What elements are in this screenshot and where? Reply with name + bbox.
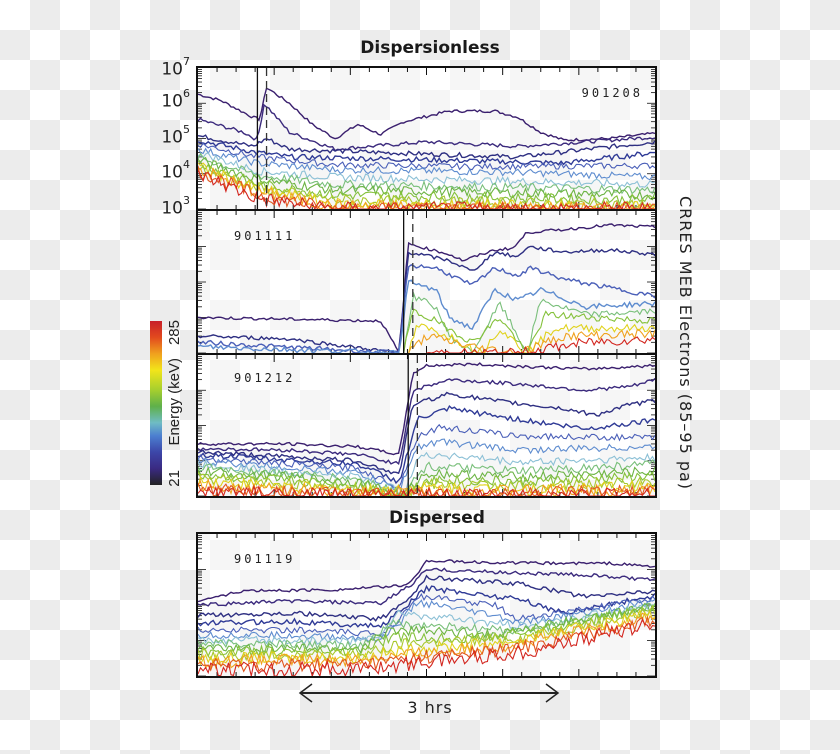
energy-channel-line bbox=[198, 142, 655, 171]
energy-channel-line bbox=[198, 140, 655, 166]
plot-area bbox=[198, 68, 655, 209]
colorbar-title: Energy (keV) bbox=[166, 358, 183, 446]
energy-channel-line bbox=[198, 484, 655, 496]
energy-channel-line bbox=[198, 574, 655, 622]
arrowheads-icon bbox=[298, 683, 560, 703]
energy-channel-line bbox=[198, 377, 655, 466]
energy-channel-line bbox=[198, 279, 655, 353]
panel-id: 901111 bbox=[234, 229, 296, 243]
panel-id: 901208 bbox=[581, 86, 643, 100]
energy-channel-line bbox=[198, 151, 655, 188]
y-tick-1e7: 107 bbox=[161, 55, 190, 80]
panel-901212: 901212 bbox=[196, 353, 657, 498]
energy-channel-line bbox=[198, 567, 655, 607]
energy-channel-line bbox=[198, 391, 655, 475]
colorbar-min-label: 21 bbox=[166, 470, 183, 487]
energy-channel-line bbox=[403, 308, 655, 353]
energy-channel-line bbox=[198, 618, 655, 676]
energy-channel-line bbox=[198, 156, 655, 201]
energy-channel-line bbox=[198, 478, 655, 496]
plot-area bbox=[198, 355, 655, 496]
energy-channel-line bbox=[198, 147, 655, 181]
energy-channel-line bbox=[408, 323, 655, 353]
plot-area bbox=[198, 211, 655, 353]
energy-channel-line bbox=[198, 438, 655, 491]
panel-id: 901119 bbox=[234, 552, 296, 566]
panel-id: 901212 bbox=[234, 371, 296, 385]
energy-channel-line bbox=[198, 592, 655, 637]
y-tick-1e3: 103 bbox=[161, 194, 190, 219]
energy-channel-line bbox=[198, 604, 655, 646]
title-dispersed: Dispersed bbox=[389, 508, 485, 528]
energy-channel-line bbox=[198, 152, 655, 195]
energy-channel-line bbox=[198, 362, 655, 456]
energy-channel-line bbox=[198, 472, 655, 496]
panel-901208: 901208 bbox=[196, 66, 657, 211]
energy-channel-line bbox=[198, 604, 655, 662]
energy-channel-line bbox=[198, 170, 655, 209]
y-tick-1e6: 106 bbox=[161, 87, 190, 112]
energy-channel-line bbox=[198, 223, 655, 353]
energy-channel-line bbox=[198, 245, 655, 353]
energy-channel-line bbox=[408, 329, 655, 353]
energy-channel-line bbox=[198, 162, 655, 209]
energy-channel-line bbox=[426, 336, 655, 353]
energy-channel-line bbox=[198, 134, 655, 160]
y-tick-1e5: 105 bbox=[161, 123, 190, 148]
title-dispersionless: Dispersionless bbox=[360, 38, 500, 58]
panel-901119: 901119 bbox=[196, 532, 657, 678]
y-axis-title: CRRES MEB Electrons (85–95 pa) bbox=[676, 196, 695, 491]
energy-channel-line bbox=[198, 404, 655, 485]
energy-channel-line bbox=[198, 584, 655, 629]
energy-channel-line bbox=[198, 465, 655, 496]
y-tick-1e4: 104 bbox=[161, 158, 190, 183]
energy-channel-line bbox=[198, 87, 655, 142]
energy-colorbar bbox=[150, 321, 162, 485]
time-scale-label: 3 hrs bbox=[407, 698, 453, 717]
energy-channel-line bbox=[198, 451, 655, 495]
energy-channel-line bbox=[198, 559, 655, 603]
energy-channel-line bbox=[198, 475, 655, 496]
colorbar-max-label: 285 bbox=[166, 320, 183, 346]
time-scale-arrow bbox=[298, 683, 560, 703]
energy-channel-line bbox=[198, 612, 655, 670]
plot-area bbox=[198, 534, 655, 676]
panel-901111: 901111 bbox=[196, 209, 657, 355]
energy-channel-line bbox=[198, 103, 655, 152]
energy-channel-line bbox=[198, 423, 655, 489]
energy-channel-line bbox=[198, 263, 655, 353]
